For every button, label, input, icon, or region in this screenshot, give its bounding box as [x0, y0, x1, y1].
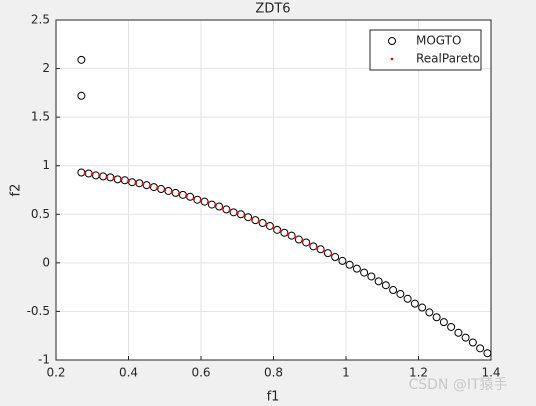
y-tick-label: 0.5 — [31, 207, 50, 221]
point — [235, 212, 239, 215]
point — [345, 260, 354, 269]
x-tick-label: 0.6 — [191, 366, 210, 380]
legend-label: MOGTO — [416, 34, 461, 48]
point — [322, 249, 326, 253]
point — [410, 299, 419, 308]
point — [447, 322, 456, 331]
point — [308, 243, 312, 246]
axes-box — [55, 19, 492, 361]
y-tick-label: 2 — [42, 61, 50, 75]
point — [83, 172, 87, 175]
y-tick-label: 0 — [42, 255, 50, 269]
point — [425, 308, 434, 317]
point — [185, 194, 188, 198]
point — [206, 201, 210, 204]
y-tick-label: 1.5 — [31, 110, 50, 124]
y-tick-label: -1 — [38, 353, 50, 367]
point — [112, 177, 116, 180]
legend-box — [369, 29, 482, 71]
point — [476, 344, 485, 353]
x-axis-label: f1 — [267, 390, 280, 405]
x-tick-label: 0.4 — [119, 366, 138, 380]
point — [360, 268, 369, 277]
point — [272, 226, 275, 230]
point — [331, 253, 340, 262]
point — [105, 176, 109, 179]
point — [330, 253, 333, 257]
point — [338, 256, 347, 265]
point — [279, 229, 283, 233]
legend-marker — [388, 37, 396, 45]
point — [381, 281, 390, 290]
point — [323, 249, 332, 258]
point — [141, 182, 145, 186]
point — [309, 242, 318, 251]
point — [98, 174, 101, 177]
point — [301, 239, 304, 242]
y-axis-label: f2 — [9, 184, 24, 197]
point — [439, 318, 448, 327]
point — [77, 91, 86, 100]
point — [192, 197, 196, 201]
point — [302, 238, 311, 247]
chart-title: ZDT6 — [255, 2, 290, 17]
point — [461, 333, 470, 342]
point — [286, 233, 290, 236]
point — [134, 181, 138, 185]
point — [177, 192, 181, 196]
point — [156, 186, 159, 190]
point — [170, 190, 174, 194]
x-tick-label: 0.2 — [46, 366, 65, 380]
x-tick-label: 0.8 — [264, 366, 283, 380]
y-tick-label: 2.5 — [31, 13, 50, 27]
legend-label: RealPareto — [416, 52, 480, 66]
point — [119, 178, 123, 181]
point — [454, 328, 463, 337]
point — [264, 223, 268, 227]
point — [90, 173, 94, 176]
legend-marker — [390, 57, 394, 61]
point — [432, 313, 441, 322]
point — [199, 199, 203, 202]
point — [396, 289, 405, 298]
point — [367, 272, 376, 281]
point — [315, 246, 319, 250]
point — [374, 277, 383, 286]
point — [163, 188, 167, 192]
point — [243, 214, 246, 218]
point — [127, 179, 130, 183]
x-tick-label: 1 — [342, 366, 350, 380]
x-tick-label: 1.4 — [481, 366, 500, 380]
point — [250, 217, 254, 221]
point — [293, 236, 297, 239]
y-tick-label: -0.5 — [27, 304, 50, 318]
point — [148, 184, 152, 188]
point — [389, 286, 398, 295]
point — [468, 338, 477, 347]
point — [77, 55, 86, 64]
point — [221, 207, 225, 210]
point — [418, 303, 427, 312]
point — [228, 209, 232, 212]
point — [257, 220, 261, 224]
point — [280, 228, 289, 237]
y-tick-label: 1 — [42, 158, 50, 172]
point — [403, 294, 412, 303]
point — [352, 264, 361, 273]
x-tick-label: 1.2 — [409, 366, 428, 380]
point — [483, 349, 492, 358]
point — [214, 204, 217, 207]
watermark: CSDN @IT猿手 — [408, 377, 507, 393]
